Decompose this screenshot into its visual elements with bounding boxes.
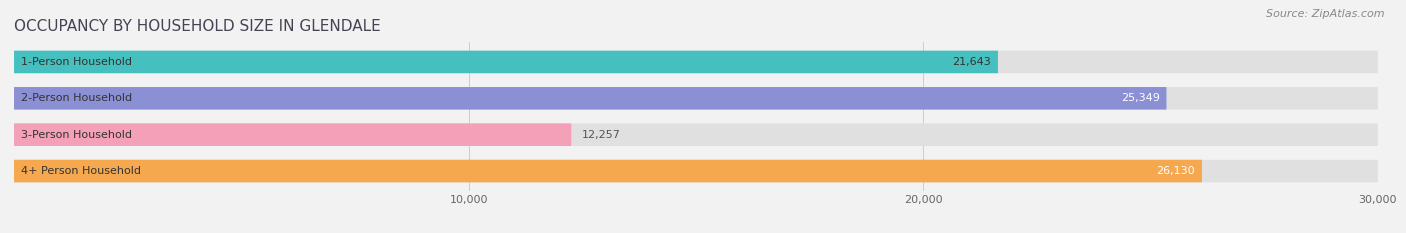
FancyBboxPatch shape: [14, 87, 1167, 110]
Text: Source: ZipAtlas.com: Source: ZipAtlas.com: [1267, 9, 1385, 19]
Text: 1-Person Household: 1-Person Household: [21, 57, 132, 67]
FancyBboxPatch shape: [14, 51, 1378, 73]
FancyBboxPatch shape: [14, 87, 1378, 110]
Text: 25,349: 25,349: [1121, 93, 1160, 103]
FancyBboxPatch shape: [14, 160, 1378, 182]
Text: 4+ Person Household: 4+ Person Household: [21, 166, 141, 176]
Text: 26,130: 26,130: [1157, 166, 1195, 176]
Text: OCCUPANCY BY HOUSEHOLD SIZE IN GLENDALE: OCCUPANCY BY HOUSEHOLD SIZE IN GLENDALE: [14, 19, 381, 34]
Text: 3-Person Household: 3-Person Household: [21, 130, 132, 140]
Text: 2-Person Household: 2-Person Household: [21, 93, 132, 103]
FancyBboxPatch shape: [14, 123, 1378, 146]
FancyBboxPatch shape: [14, 160, 1202, 182]
Text: 12,257: 12,257: [582, 130, 621, 140]
FancyBboxPatch shape: [14, 123, 571, 146]
FancyBboxPatch shape: [14, 51, 998, 73]
Text: 21,643: 21,643: [952, 57, 991, 67]
